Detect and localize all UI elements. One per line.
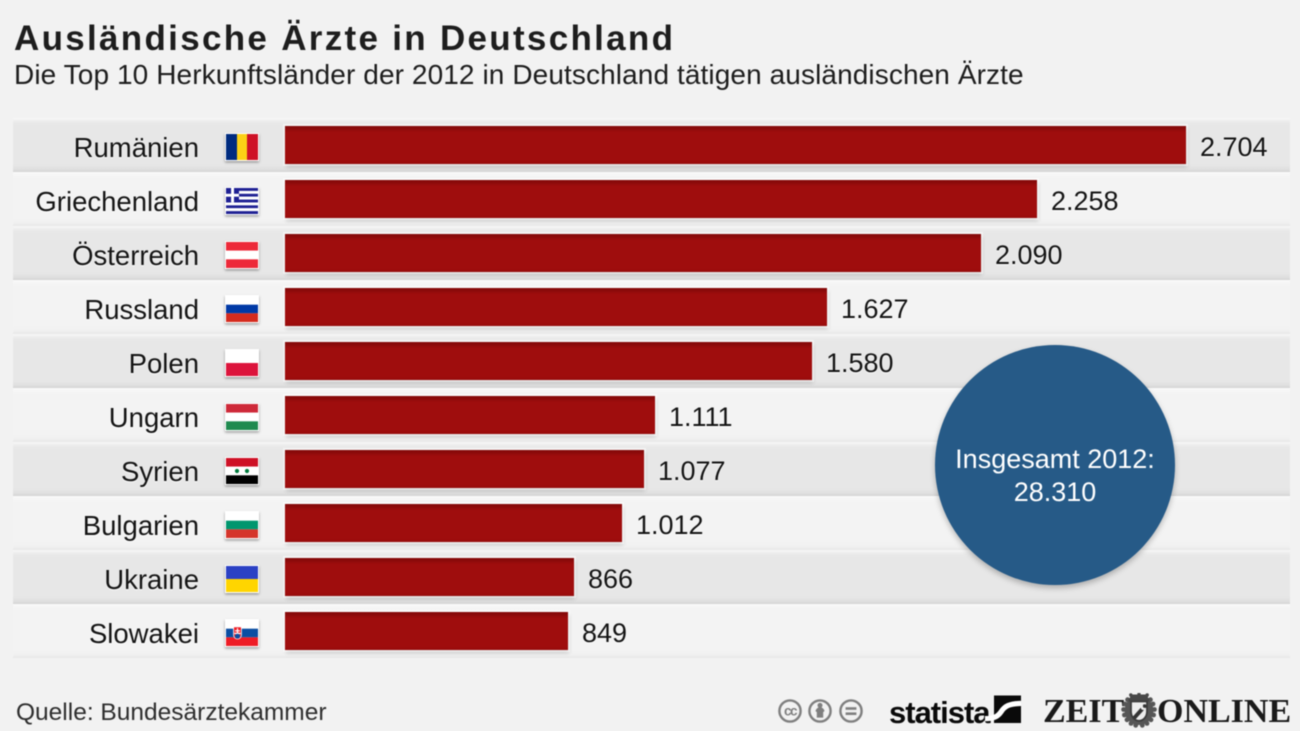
svg-text:cc: cc <box>784 704 798 719</box>
